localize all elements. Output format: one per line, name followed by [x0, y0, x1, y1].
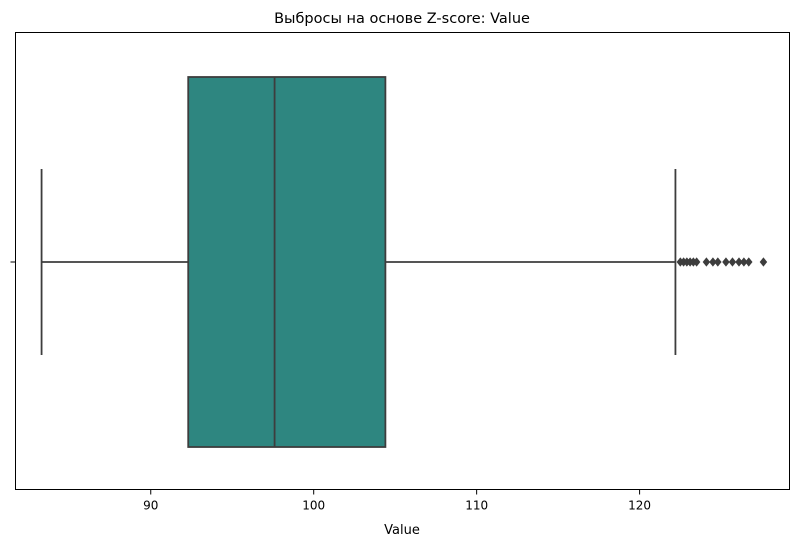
outlier-point [714, 257, 722, 267]
outlier-point [722, 257, 730, 267]
x-tick-label: 120 [628, 499, 651, 513]
outlier-point [709, 257, 717, 267]
x-axis: 90 100 110 120 [143, 489, 651, 513]
outlier-point [702, 257, 711, 267]
x-tick-label: 100 [302, 499, 325, 513]
x-tick-label: 90 [143, 499, 158, 513]
chart-title: Выбросы на основе Z-score: Value [274, 11, 530, 27]
iqr-box [187, 76, 387, 448]
outlier-point [692, 257, 701, 267]
outlier-point [735, 257, 743, 267]
outlier-point [759, 257, 768, 267]
outlier-point [740, 257, 748, 267]
x-tick-label: 110 [465, 499, 488, 513]
plot-area [40, 76, 768, 448]
x-axis-title: Value [384, 523, 420, 538]
outlier-point [728, 257, 737, 267]
plot-frame [15, 32, 790, 490]
outlier-point [745, 257, 753, 267]
